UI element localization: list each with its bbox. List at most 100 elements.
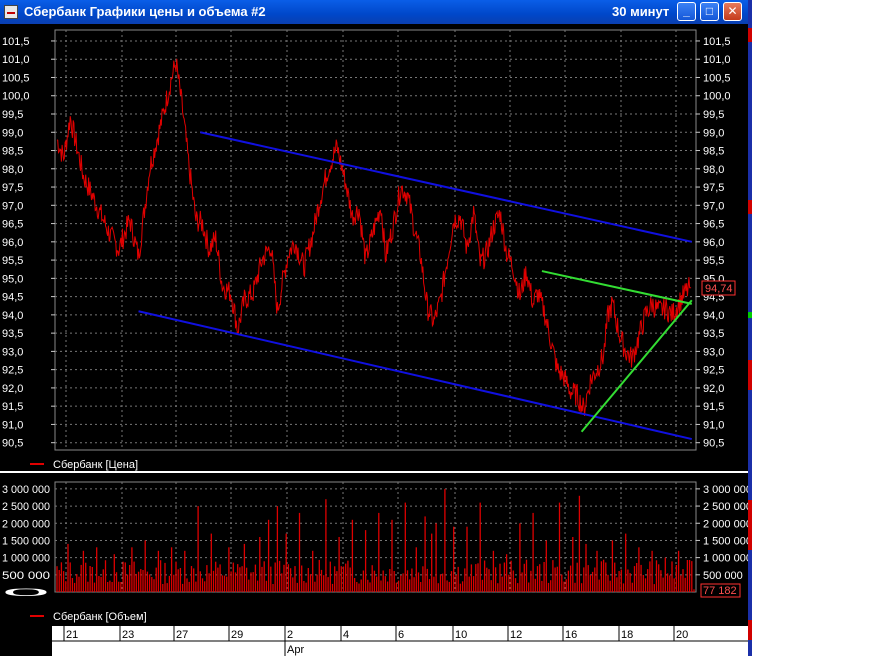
title-bar[interactable]: Сбербанк Графики цены и объема #2 30 мин… bbox=[0, 0, 748, 24]
price-tick-label-left: 97,0 bbox=[2, 200, 23, 212]
date-tick-label: 20 bbox=[676, 629, 688, 641]
date-tick-label: 29 bbox=[231, 629, 243, 641]
volume-y-axis-right: 500 000 1 000 000 1 500 000 2 000 000 2 500 … bbox=[696, 484, 748, 582]
price-tick-label-right: 92,5 bbox=[703, 365, 724, 377]
date-tick-label: 18 bbox=[621, 629, 633, 641]
price-legend: Сбербанк [Цена] bbox=[30, 459, 138, 471]
maximize-button[interactable]: □ bbox=[700, 2, 719, 21]
price-tick-label-left: 101,0 bbox=[2, 54, 30, 66]
price-tick-label-left: 90,5 bbox=[2, 438, 23, 450]
price-tick-label-left: 101,5 bbox=[2, 36, 30, 48]
volume-tick-label-right: 1 000 000 bbox=[703, 553, 748, 565]
price-tick-label-right: 95,5 bbox=[703, 255, 724, 267]
date-tick-label: 10 bbox=[455, 629, 467, 641]
volume-grid bbox=[55, 482, 696, 593]
price-tick-label-left: 93,5 bbox=[2, 328, 23, 340]
price-tick-label-left: 92,5 bbox=[2, 365, 23, 377]
date-tick-label: 12 bbox=[510, 629, 522, 641]
price-tick-label-left: 100,5 bbox=[2, 72, 30, 84]
price-tick-label-left: 91,0 bbox=[2, 419, 23, 431]
volume-tick-label-left: 2 500 000 bbox=[2, 501, 50, 513]
charts-area[interactable]: 90,5 90,5 91,0 91,0 91,5 91,5 92,0 92,0 92,5 92,5… bbox=[0, 24, 748, 656]
price-tick-label-right: 97,5 bbox=[703, 182, 724, 194]
price-tick-label-right: 98,5 bbox=[703, 146, 724, 158]
price-tick-label-right: 99,0 bbox=[703, 127, 724, 139]
price-plot-frame bbox=[54, 29, 697, 451]
price-last-value-text: 94,74 bbox=[705, 283, 733, 295]
price-tick-label-left: 92,0 bbox=[2, 383, 23, 395]
chart-window: Сбербанк Графики цены и объема #2 30 мин… bbox=[0, 0, 748, 656]
price-tick-label-left: 96,0 bbox=[2, 237, 23, 249]
volume-tick-label-left: 2 000 000 bbox=[2, 518, 50, 530]
price-tick-label-right: 96,5 bbox=[703, 219, 724, 231]
price-grid bbox=[55, 30, 696, 450]
date-tick-label: 6 bbox=[398, 629, 404, 641]
volume-tick-label-left: 0 bbox=[2, 587, 50, 599]
background-window-edge bbox=[748, 0, 752, 656]
volume-last-value: 77 182 bbox=[700, 583, 741, 598]
date-tick-label: 2 bbox=[287, 629, 293, 641]
close-button[interactable]: ✕ bbox=[723, 2, 742, 21]
price-tick-label-right: 99,5 bbox=[703, 109, 724, 121]
channel-trendline[interactable] bbox=[200, 131, 693, 243]
price-tick-label-left: 96,5 bbox=[2, 219, 23, 231]
volume-tick-label-left: 3 000 000 bbox=[2, 484, 50, 496]
price-tick-label-right: 101,0 bbox=[703, 54, 731, 66]
date-axis-ticks: 21 23 27 29 2 Apr 4 6 10 12 16 18 20 bbox=[63, 626, 688, 656]
price-tick-label-right: 98,0 bbox=[703, 164, 724, 176]
price-y-axis: 90,5 90,5 91,0 91,0 91,5 91,5 92,0 92,0 92,5 92,5… bbox=[2, 36, 731, 450]
date-tick-label: 16 bbox=[565, 629, 577, 641]
price-tick-label-right: 97,0 bbox=[703, 200, 724, 212]
price-legend-label: Сбербанк [Цена] bbox=[53, 459, 138, 471]
trendlines[interactable] bbox=[138, 131, 693, 441]
price-tick-label-left: 99,0 bbox=[2, 127, 23, 139]
volume-tick-label-right: 2 500 000 bbox=[703, 501, 748, 513]
volume-tick-label-left: 1 000 000 bbox=[2, 553, 50, 565]
volume-legend: Сбербанк [Объем] bbox=[30, 611, 147, 623]
volume-tick-label-right: 1 500 000 bbox=[703, 535, 748, 547]
price-series-path bbox=[56, 58, 692, 417]
price-series-line bbox=[56, 58, 692, 417]
price-tick-label-left: 97,5 bbox=[2, 182, 23, 194]
wedge-trendline[interactable] bbox=[580, 299, 693, 433]
price-last-value-box bbox=[701, 280, 736, 296]
volume-tick-label-right: 500 000 bbox=[703, 570, 743, 582]
volume-tick-label-left: 1 500 000 bbox=[2, 535, 50, 547]
price-tick-label-right: 94,0 bbox=[703, 310, 724, 322]
price-tick-label-right: 96,0 bbox=[703, 237, 724, 249]
month-label: Apr bbox=[287, 644, 304, 656]
volume-tick-label-right: 2 000 000 bbox=[703, 518, 748, 530]
chart-app-icon bbox=[4, 5, 18, 19]
channel-trendline[interactable] bbox=[138, 310, 693, 441]
window-title: Сбербанк Графики цены и объема #2 bbox=[24, 4, 266, 19]
price-tick-label-right: 91,5 bbox=[703, 401, 724, 413]
volume-plot-frame bbox=[54, 481, 697, 593]
price-tick-label-left: 94,0 bbox=[2, 310, 23, 322]
interval-label[interactable]: 30 минут bbox=[612, 4, 670, 19]
date-tick-label: 4 bbox=[343, 629, 349, 641]
price-tick-label-left: 95,0 bbox=[2, 273, 23, 285]
volume-bars bbox=[56, 488, 695, 592]
minimize-button[interactable]: _ bbox=[677, 2, 696, 21]
price-tick-label-left: 91,5 bbox=[2, 401, 23, 413]
date-tick-label: 21 bbox=[66, 629, 78, 641]
price-tick-label-right: 101,5 bbox=[703, 36, 731, 48]
volume-last-value-box bbox=[700, 583, 741, 598]
price-tick-label-right: 90,5 bbox=[703, 438, 724, 450]
date-tick-label: 23 bbox=[122, 629, 134, 641]
volume-y-axis-left: 0 500 000 1 000 000 1 500 000 2 000 000 2 500… bbox=[2, 484, 50, 599]
price-tick-label-right: 93,5 bbox=[703, 328, 724, 340]
volume-legend-label: Сбербанк [Объем] bbox=[53, 611, 147, 623]
price-tick-label-right: 91,0 bbox=[703, 419, 724, 431]
price-tick-label-right: 92,0 bbox=[703, 383, 724, 395]
price-tick-label-left: 98,5 bbox=[2, 146, 23, 158]
wedge-trendline[interactable] bbox=[541, 270, 693, 305]
price-tick-label-left: 100,0 bbox=[2, 91, 30, 103]
price-tick-label-left: 99,5 bbox=[2, 109, 23, 121]
price-tick-label-left: 94,5 bbox=[2, 292, 23, 304]
price-tick-label-left: 93,0 bbox=[2, 346, 23, 358]
price-last-value: 94,74 bbox=[701, 280, 736, 296]
volume-last-value-text: 77 182 bbox=[703, 585, 737, 597]
price-tick-label-left: 98,0 bbox=[2, 164, 23, 176]
price-tick-label-right: 100,0 bbox=[703, 91, 731, 103]
